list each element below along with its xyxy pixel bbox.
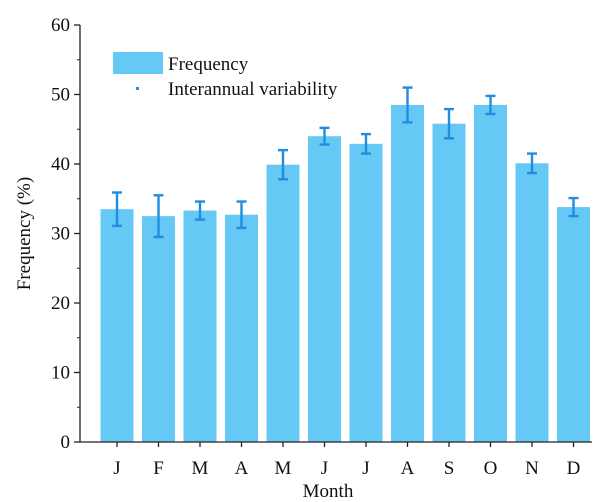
- error-bar-9: [444, 107, 454, 140]
- x-tick-label: O: [484, 458, 498, 479]
- y-tick-label: 20: [51, 293, 70, 314]
- x-tick-label: N: [525, 458, 539, 479]
- y-tick-label: 10: [51, 363, 70, 384]
- x-tick-label: D: [567, 458, 581, 479]
- bar-10: [474, 104, 507, 443]
- y-tick-label: 60: [51, 15, 70, 36]
- x-axis-title: Month: [303, 481, 354, 502]
- x-tick-label: F: [153, 458, 164, 479]
- bar-12: [557, 207, 590, 442]
- y-tick-label: 50: [51, 85, 70, 106]
- error-bar-7: [361, 132, 371, 155]
- legend-frequency-swatch: [113, 52, 163, 74]
- error-bar-11: [527, 152, 537, 175]
- bar-4: [225, 214, 258, 442]
- error-bar-2: [153, 194, 164, 239]
- bar-1: [100, 209, 134, 442]
- legend: Frequency Interannual variability: [113, 52, 338, 100]
- x-tick-label: M: [275, 458, 292, 479]
- error-bar-group: [112, 86, 579, 239]
- x-tick-label: M: [192, 458, 209, 479]
- error-bar-4: [236, 200, 247, 230]
- bar-group: [100, 104, 590, 443]
- bar-5: [266, 164, 300, 442]
- bar-7: [349, 143, 383, 442]
- error-bar-3: [195, 200, 205, 221]
- legend-frequency-label: Frequency: [168, 54, 249, 75]
- error-bar-10: [485, 94, 496, 116]
- error-bar-6: [319, 126, 330, 146]
- x-tick-label: J: [113, 458, 120, 479]
- x-tick-label: A: [401, 458, 415, 479]
- bar-9: [432, 123, 466, 442]
- y-axis-title: Frequency (%): [14, 177, 35, 290]
- error-bar-12: [568, 196, 579, 218]
- bar-6: [308, 136, 341, 442]
- y-tick-label: 30: [51, 224, 70, 245]
- y-tick-label: 40: [51, 154, 70, 175]
- legend-variability-label: Interannual variability: [168, 79, 338, 100]
- bar-11: [515, 163, 549, 442]
- legend-variability-swatch: [136, 87, 139, 90]
- bar-8: [391, 104, 424, 443]
- error-bar-1: [112, 191, 122, 228]
- x-tick-label: J: [321, 458, 328, 479]
- y-axis-ticks: 0 10 20 30 40 50 60: [51, 15, 80, 453]
- y-tick-label: 0: [61, 432, 71, 453]
- error-bar-5: [278, 148, 288, 181]
- x-tick-label: A: [235, 458, 249, 479]
- bar-2: [142, 216, 175, 442]
- x-tick-label: J: [362, 458, 369, 479]
- bar-3: [183, 210, 217, 442]
- x-tick-label: S: [444, 458, 455, 479]
- error-bar-8: [402, 86, 413, 124]
